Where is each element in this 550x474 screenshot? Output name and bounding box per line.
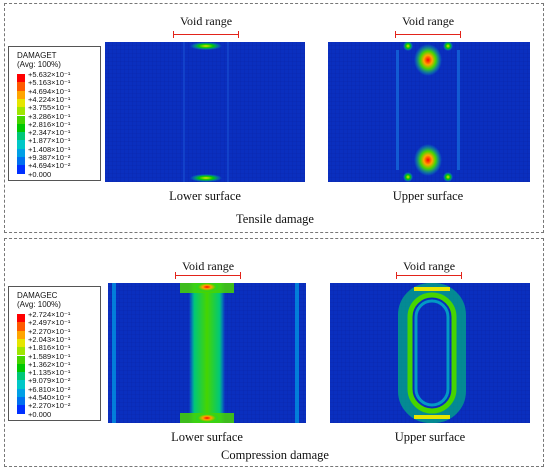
panel-caption: Compression damage xyxy=(221,448,329,462)
legend-subtitle: (Avg: 100%) xyxy=(17,60,61,69)
damage-hotspot xyxy=(190,174,222,182)
damage-hotspot xyxy=(403,42,413,51)
legend-value: +4.224×10⁻¹ xyxy=(28,94,71,104)
void-range-marker xyxy=(175,272,241,279)
legend-swatch xyxy=(17,347,25,356)
void-range-label: Void range xyxy=(181,259,235,273)
legend-swatch xyxy=(17,388,25,397)
legend-value: +1.408×10⁻¹ xyxy=(28,144,71,154)
legend-swatch xyxy=(17,74,25,83)
legend-value: +1.362×10⁻¹ xyxy=(28,359,71,369)
upper-surface-caption: Upper surface xyxy=(392,189,464,203)
legend-swatch xyxy=(17,322,25,331)
legend-swatch xyxy=(17,82,25,91)
legend-swatch xyxy=(17,107,25,116)
legend-value: +2.043×10⁻¹ xyxy=(28,334,71,344)
legend-value: +2.816×10⁻¹ xyxy=(28,119,71,129)
legend-value: +2.270×10⁻¹ xyxy=(28,326,71,336)
legend-swatch xyxy=(17,314,25,323)
legend-title: DAMAGEC xyxy=(17,291,58,300)
damage-hotspot xyxy=(443,42,453,51)
legend-swatch xyxy=(17,330,25,339)
legend-swatch xyxy=(17,355,25,364)
legend-swatch xyxy=(17,338,25,348)
void-range-marker xyxy=(395,31,461,38)
legend-value: +2.724×10⁻¹ xyxy=(28,310,71,319)
legend-value: +2.347×10⁻¹ xyxy=(28,128,71,138)
void-range-label: Void range xyxy=(179,14,233,28)
damage-hotspot xyxy=(195,413,219,423)
legend-value: +1.589×10⁻¹ xyxy=(28,351,71,361)
legend-value: +9.079×10⁻² xyxy=(28,376,71,386)
legend-value: +4.540×10⁻² xyxy=(28,393,71,402)
lower-surface-caption: Lower surface xyxy=(169,189,241,203)
legend-subtitle: (Avg: 100%) xyxy=(17,300,61,309)
legend-value: +0.000 xyxy=(28,169,52,179)
legend-value: +1.135×10⁻¹ xyxy=(28,368,71,378)
legend-value: +4.694×10⁻¹ xyxy=(28,86,71,96)
legend-swatch xyxy=(17,115,25,124)
legend-value: +5.163×10⁻¹ xyxy=(28,78,71,88)
legend-swatch xyxy=(17,380,25,389)
legend-swatch xyxy=(17,405,25,414)
legend-swatch xyxy=(17,372,25,381)
legend-swatch xyxy=(17,148,25,157)
legend-swatch xyxy=(17,157,25,166)
compression-damage-panel xyxy=(4,238,544,467)
damage-hotspot xyxy=(195,283,219,292)
void-range-marker xyxy=(173,31,239,38)
legend-swatch xyxy=(17,397,25,406)
legend-value: +1.816×10⁻¹ xyxy=(28,343,71,353)
tensile-upper-surface-contour xyxy=(328,42,530,182)
legend-value: +3.286×10⁻¹ xyxy=(28,111,71,121)
legend-value: +2.270×10⁻² xyxy=(28,401,71,411)
compression-legend: DAMAGEC (Avg: 100%) +2.724×10⁻¹ +2.497×10… xyxy=(8,286,101,421)
legend-swatch xyxy=(17,90,25,99)
void-range-label: Void range xyxy=(402,259,456,273)
legend-value: +4.694×10⁻² xyxy=(28,161,71,171)
damage-hotspot xyxy=(190,42,222,50)
panel-caption: Tensile damage xyxy=(236,212,314,226)
legend-swatch xyxy=(17,140,25,149)
void-range-label: Void range xyxy=(401,14,455,28)
legend-value: +5.632×10⁻¹ xyxy=(28,70,71,79)
legend-title: DAMAGET xyxy=(17,51,57,60)
legend-swatch xyxy=(17,132,25,141)
damage-hotspot xyxy=(443,172,453,182)
legend-swatch xyxy=(17,98,25,108)
legend-swatch xyxy=(17,123,25,133)
damage-hotspot xyxy=(403,172,413,182)
legend-value: +6.810×10⁻² xyxy=(28,384,71,394)
tensile-lower-surface-contour xyxy=(105,42,305,182)
damage-hotspot xyxy=(414,144,442,176)
legend-swatch xyxy=(17,363,25,373)
legend-value: +3.755×10⁻¹ xyxy=(28,103,71,113)
legend-swatch xyxy=(17,165,25,174)
upper-surface-caption: Upper surface xyxy=(394,430,466,444)
void-range-marker xyxy=(396,272,462,279)
tensile-damage-panel xyxy=(4,3,544,233)
compression-upper-surface-contour xyxy=(330,283,530,423)
legend-value: +2.497×10⁻¹ xyxy=(28,318,71,328)
compression-lower-surface-contour xyxy=(108,283,306,423)
lower-surface-caption: Lower surface xyxy=(171,430,243,444)
damage-hotspot xyxy=(414,44,442,76)
legend-value: +1.877×10⁻¹ xyxy=(28,136,71,146)
tensile-legend: DAMAGET (Avg: 100%) +5.632×10⁻¹ +5.163×10… xyxy=(8,46,101,181)
legend-value: +9.387×10⁻² xyxy=(28,153,71,162)
legend-value: +0.000 xyxy=(28,409,52,419)
